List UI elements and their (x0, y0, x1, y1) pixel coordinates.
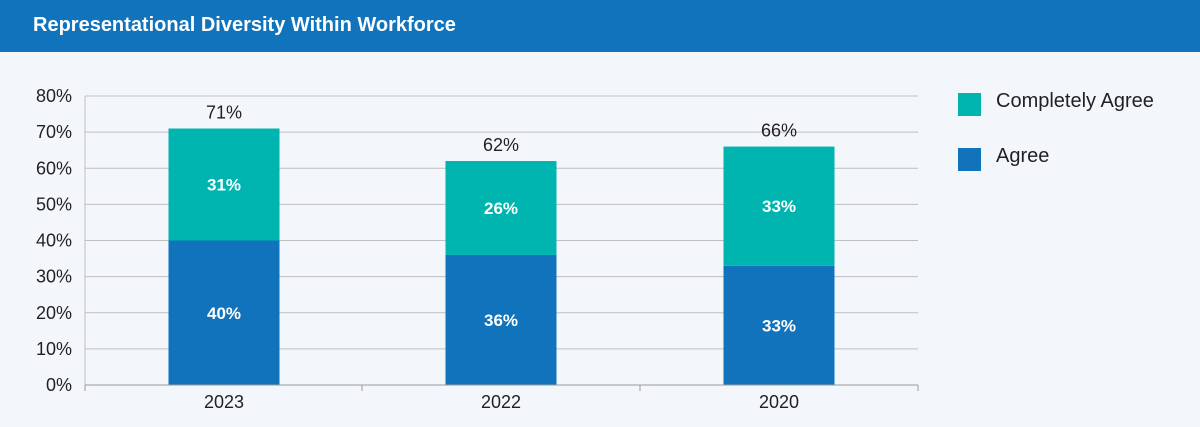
legend-label-completely-agree: Completely Agree (996, 90, 1154, 112)
bar-segment-agree (723, 265, 835, 385)
bar-total-label: 71% (206, 103, 242, 123)
y-tick-label: 20% (36, 303, 72, 323)
y-tick-label: 40% (36, 231, 72, 251)
bar-segment-label: 33% (762, 316, 796, 335)
x-tick-label: 2020 (759, 392, 799, 412)
legend-label-agree: Agree (996, 145, 1050, 167)
bar-segment-completely-agree (723, 146, 835, 266)
y-tick-label: 50% (36, 194, 72, 214)
bar-total-label: 66% (761, 121, 797, 141)
legend-swatch-agree (958, 148, 981, 171)
bar-segment-agree (168, 240, 280, 385)
bar-segment-completely-agree (445, 161, 557, 255)
y-tick-label: 30% (36, 267, 72, 287)
y-tick-label: 10% (36, 339, 72, 359)
bar-segment-label: 40% (207, 304, 241, 323)
bar-segment-agree (445, 254, 557, 385)
bar-segment-label: 31% (207, 176, 241, 195)
y-tick-label: 0% (46, 375, 72, 395)
bar-segment-label: 36% (484, 311, 518, 330)
chart-title: Representational Diversity Within Workfo… (33, 14, 456, 36)
y-tick-label: 70% (36, 122, 72, 142)
x-tick-label: 2023 (204, 392, 244, 412)
y-tick-label: 60% (36, 158, 72, 178)
bar-segment-completely-agree (168, 128, 280, 241)
x-tick-label: 2022 (481, 392, 521, 412)
bar-total-label: 62% (483, 135, 519, 155)
legend-swatch-completely-agree (958, 93, 981, 116)
chart-header: Representational Diversity Within Workfo… (0, 0, 1200, 52)
bar-segment-label: 33% (762, 197, 796, 216)
y-tick-label: 80% (36, 86, 72, 106)
bar-segment-label: 26% (484, 199, 518, 218)
